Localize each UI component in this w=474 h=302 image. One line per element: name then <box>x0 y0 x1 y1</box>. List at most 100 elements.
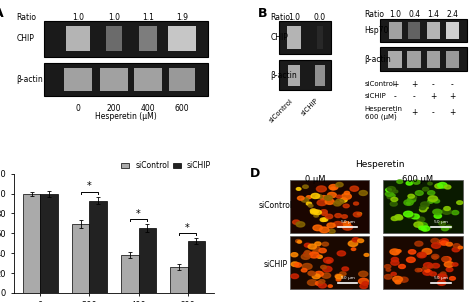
Circle shape <box>441 226 448 231</box>
Circle shape <box>357 213 362 215</box>
Circle shape <box>408 194 414 198</box>
Circle shape <box>452 210 459 215</box>
Circle shape <box>313 210 319 213</box>
Circle shape <box>354 202 358 205</box>
Text: Hesperetin
600 (μM): Hesperetin 600 (μM) <box>365 106 402 120</box>
Circle shape <box>336 199 344 204</box>
Circle shape <box>421 226 430 231</box>
Bar <box>315 65 325 86</box>
Circle shape <box>344 191 349 194</box>
Circle shape <box>291 253 298 257</box>
Bar <box>279 60 331 90</box>
Text: *: * <box>87 181 92 191</box>
Bar <box>138 228 155 293</box>
Circle shape <box>418 223 428 228</box>
Text: siCHIP: siCHIP <box>264 260 288 269</box>
Circle shape <box>325 199 334 204</box>
Text: -: - <box>413 92 416 101</box>
Circle shape <box>431 243 441 248</box>
Circle shape <box>442 209 451 214</box>
Circle shape <box>292 220 300 224</box>
Text: 50 μm: 50 μm <box>434 276 448 281</box>
Circle shape <box>314 210 321 215</box>
Circle shape <box>303 185 308 188</box>
Text: 0: 0 <box>76 104 81 114</box>
Circle shape <box>384 275 392 279</box>
Circle shape <box>314 214 319 217</box>
Circle shape <box>441 239 448 243</box>
Text: Hesperetin (μM): Hesperetin (μM) <box>95 112 157 121</box>
Circle shape <box>327 260 331 263</box>
Circle shape <box>452 263 458 266</box>
Circle shape <box>339 272 346 276</box>
Circle shape <box>391 217 398 220</box>
Circle shape <box>391 272 396 275</box>
Text: -: - <box>394 92 397 101</box>
Text: 0.0: 0.0 <box>314 13 326 22</box>
Circle shape <box>393 276 402 282</box>
Circle shape <box>328 192 337 198</box>
Circle shape <box>352 238 359 242</box>
Circle shape <box>291 262 299 266</box>
Bar <box>106 26 122 51</box>
Circle shape <box>364 253 369 256</box>
Bar <box>23 194 40 293</box>
Text: β-actin: β-actin <box>365 55 392 64</box>
Circle shape <box>399 265 405 268</box>
Bar <box>188 241 205 293</box>
Text: -: - <box>432 108 435 117</box>
Text: Ratio: Ratio <box>270 13 290 22</box>
Circle shape <box>391 260 399 265</box>
Text: Hesperetin: Hesperetin <box>355 160 404 169</box>
Circle shape <box>322 212 328 216</box>
Circle shape <box>323 266 332 272</box>
Bar <box>134 68 162 91</box>
Circle shape <box>415 191 423 195</box>
Circle shape <box>334 201 341 206</box>
Circle shape <box>440 272 446 275</box>
Circle shape <box>446 242 452 246</box>
Bar <box>409 22 420 39</box>
Circle shape <box>343 204 349 208</box>
Circle shape <box>391 198 398 201</box>
Circle shape <box>333 221 343 227</box>
Circle shape <box>335 214 341 217</box>
Circle shape <box>390 202 397 206</box>
Bar <box>44 63 208 96</box>
Circle shape <box>435 210 439 213</box>
Bar <box>427 51 440 68</box>
Circle shape <box>322 218 328 221</box>
Circle shape <box>336 275 343 279</box>
Text: -: - <box>394 108 397 117</box>
Circle shape <box>341 215 347 218</box>
Circle shape <box>308 244 316 249</box>
Circle shape <box>392 251 399 255</box>
Circle shape <box>296 188 301 190</box>
Text: 1.0: 1.0 <box>108 13 120 22</box>
Circle shape <box>303 251 313 257</box>
Circle shape <box>306 196 311 199</box>
Circle shape <box>413 180 420 184</box>
Bar <box>288 65 300 86</box>
Circle shape <box>387 195 392 199</box>
Bar <box>383 236 463 289</box>
Circle shape <box>391 257 399 262</box>
Text: CHIP: CHIP <box>16 34 34 43</box>
Circle shape <box>317 255 322 258</box>
Circle shape <box>315 271 323 277</box>
Circle shape <box>415 268 421 272</box>
Bar <box>427 22 440 39</box>
Text: +: + <box>411 80 418 89</box>
Circle shape <box>425 269 430 272</box>
Circle shape <box>458 246 463 249</box>
Circle shape <box>337 251 346 256</box>
Circle shape <box>301 268 307 272</box>
Bar <box>170 267 188 293</box>
Circle shape <box>424 263 433 268</box>
Text: Ratio: Ratio <box>16 13 36 22</box>
Circle shape <box>419 253 425 257</box>
Circle shape <box>446 225 452 229</box>
Circle shape <box>438 274 444 277</box>
Circle shape <box>301 198 309 202</box>
Circle shape <box>439 221 446 226</box>
